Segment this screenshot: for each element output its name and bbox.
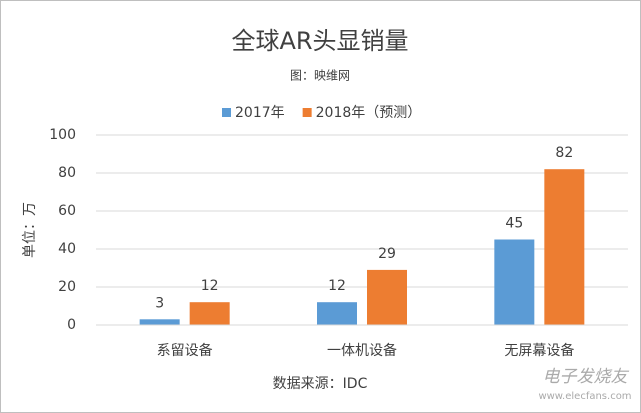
chart-subtitle: 图：映维网 — [290, 69, 350, 83]
chart-title: 全球AR头显销量 — [231, 27, 408, 55]
watermark: 电子发烧友 — [543, 367, 630, 387]
bar — [494, 239, 535, 325]
legend-label: 2018年（预测） — [316, 105, 422, 121]
bar — [317, 302, 357, 325]
data-label: 29 — [378, 246, 396, 262]
x-tick-label: 一体机设备 — [327, 342, 397, 359]
y-tick-label: 80 — [58, 165, 76, 181]
y-tick-label: 20 — [58, 279, 76, 295]
data-label: 3 — [155, 295, 164, 311]
y-tick-label: 0 — [67, 317, 76, 333]
y-tick-label: 40 — [58, 241, 76, 257]
data-label: 45 — [505, 216, 523, 232]
bar — [367, 269, 407, 325]
bar — [544, 169, 585, 325]
y-axis-label: 单位：万 — [22, 202, 38, 258]
x-tick-label: 无屏幕设备 — [504, 342, 574, 359]
data-label: 12 — [201, 278, 219, 294]
data-label: 82 — [555, 145, 573, 161]
bar — [189, 302, 230, 325]
data-label: 12 — [328, 278, 346, 294]
legend-swatch — [222, 108, 231, 117]
legend-swatch — [302, 108, 312, 117]
y-tick-label: 100 — [49, 127, 76, 143]
x-tick-label: 系留设备 — [157, 342, 213, 359]
bar — [139, 319, 180, 325]
watermark-url: www.elecfans.com — [538, 391, 631, 402]
y-tick-label: 60 — [58, 203, 76, 219]
legend-label: 2017年 — [235, 105, 285, 121]
source-note: 数据来源：IDC — [273, 376, 368, 392]
